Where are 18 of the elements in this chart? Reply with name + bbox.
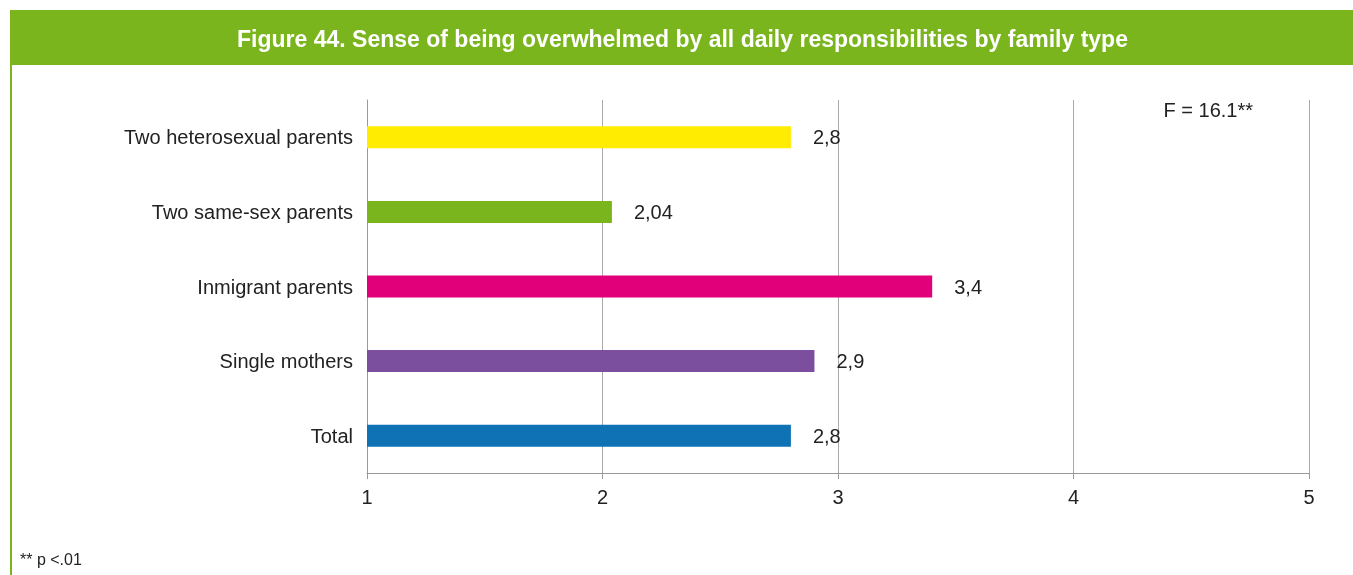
data-label: 2,9: [836, 350, 865, 373]
y-tick-label: Total: [310, 424, 353, 447]
y-tick-label: Single mothers: [219, 350, 353, 373]
chart-title: Figure 44. Sense of being overwhelmed by all daily responsibilities by family type: [12, 10, 1353, 65]
y-tick-label: Inmigrant parents: [197, 275, 353, 298]
x-tick-label: 3: [832, 486, 844, 508]
data-label: 2,04: [633, 200, 673, 223]
data-label: 3,4: [954, 275, 983, 298]
y-tick-label: Two heterosexual parents: [123, 126, 353, 149]
x-tick-label: 2: [596, 486, 609, 508]
data-label: 2,8: [812, 424, 841, 447]
x-tick-label: 4: [1067, 486, 1080, 508]
data-label: 2,8: [812, 126, 841, 149]
x-tick-label: 5: [1303, 486, 1315, 508]
annotation: F = 16.1**: [1163, 99, 1254, 121]
text: ** p <.01: [20, 550, 82, 568]
y-tick-label: Two same-sex parents: [151, 200, 353, 223]
x-tick-label: 1: [361, 486, 373, 508]
